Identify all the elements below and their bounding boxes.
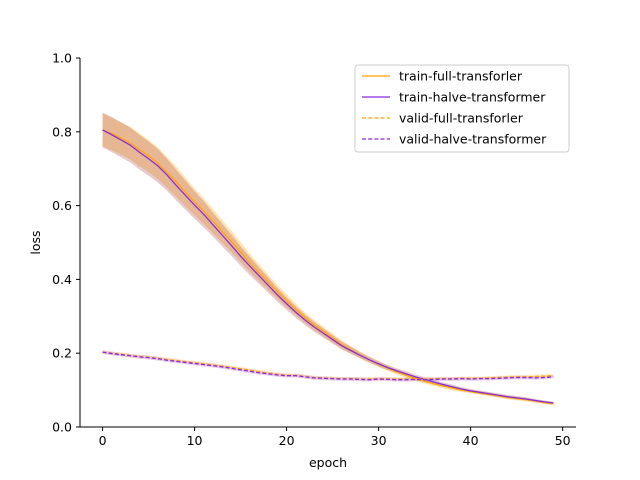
legend-label: valid-halve-transformer bbox=[399, 132, 547, 147]
y-tick-label: 1.0 bbox=[52, 51, 72, 66]
y-axis-label: loss bbox=[28, 230, 43, 254]
legend-label: valid-full-transforler bbox=[399, 111, 524, 126]
legend: train-full-transforler train-halve-transf… bbox=[354, 64, 570, 153]
series-line-train-full-transforler bbox=[102, 129, 554, 405]
legend-box bbox=[354, 64, 570, 153]
x-tick-label: 0 bbox=[99, 433, 107, 448]
y-tick-label: 0.0 bbox=[52, 420, 72, 435]
x-tick-label: 40 bbox=[463, 433, 479, 448]
x-tick-label: 20 bbox=[279, 433, 295, 448]
y-tick-label: 0.8 bbox=[52, 124, 72, 139]
band-valid-halve-transformer bbox=[102, 350, 554, 382]
confidence-bands bbox=[102, 112, 554, 406]
y-tick-label: 0.4 bbox=[52, 272, 72, 287]
legend-label: train-full-transforler bbox=[399, 69, 523, 84]
series-line-valid-halve-transformer bbox=[102, 351, 554, 381]
band-train-halve-transformer bbox=[102, 112, 554, 405]
x-tick-label: 30 bbox=[371, 433, 387, 448]
axes: 0 10 20 30 40 50 0.0 0.2 0.4 0.6 0.8 1.0 epoch loss bbox=[28, 51, 576, 470]
band-train-full-transforler bbox=[102, 113, 554, 406]
band-valid-full-transforler bbox=[102, 350, 554, 381]
y-tick-label: 0.2 bbox=[52, 346, 72, 361]
y-tick-label: 0.6 bbox=[52, 198, 72, 213]
series-line-train-halve-transformer bbox=[102, 129, 554, 404]
x-tick-label: 10 bbox=[187, 433, 203, 448]
legend-label: train-halve-transformer bbox=[399, 90, 546, 105]
x-axis-label: epoch bbox=[309, 455, 347, 470]
x-tick-label: 50 bbox=[555, 433, 571, 448]
series-lines bbox=[102, 129, 554, 405]
